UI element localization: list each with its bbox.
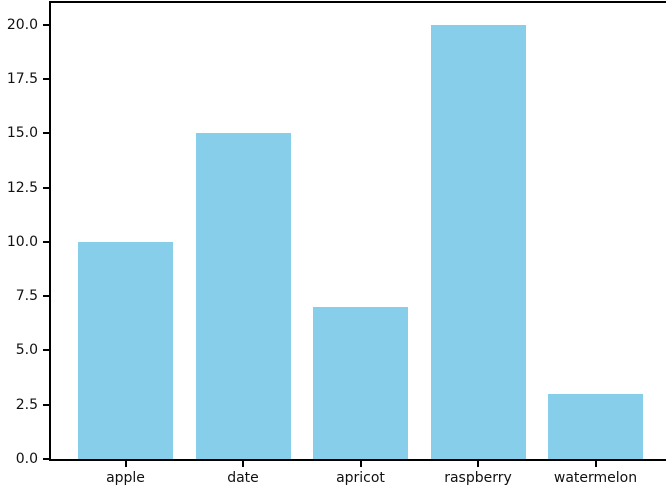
y-tick-mark bbox=[43, 78, 49, 80]
x-tick-label-apricot: apricot bbox=[336, 470, 385, 486]
y-tick-label: 10.0 bbox=[6, 233, 38, 250]
y-tick-mark bbox=[43, 23, 49, 26]
x-tick-label-raspberry: raspberry bbox=[444, 470, 512, 486]
bar-apple bbox=[78, 242, 173, 459]
bar-date bbox=[195, 133, 291, 459]
y-tick-label: 2.5 bbox=[15, 396, 38, 413]
bar-watermelon bbox=[548, 394, 643, 459]
y-tick-label: 7.5 bbox=[15, 288, 38, 305]
x-tick-mark bbox=[242, 461, 244, 467]
y-tick-mark bbox=[43, 240, 49, 243]
y-tick-mark bbox=[43, 403, 49, 406]
x-tick-label-watermelon: watermelon bbox=[553, 470, 638, 486]
x-tick-mark bbox=[124, 461, 127, 467]
y-tick-mark bbox=[43, 295, 49, 298]
x-tick-mark bbox=[359, 461, 362, 467]
y-tick-mark bbox=[43, 186, 49, 189]
y-tick-label: 20.0 bbox=[6, 16, 38, 33]
bar-apricot bbox=[313, 307, 408, 459]
y-tick-mark bbox=[43, 349, 49, 352]
y-tick-label: 0.0 bbox=[15, 451, 38, 467]
y-tick-label: 12.5 bbox=[6, 179, 38, 196]
x-tick-label-date: date bbox=[227, 470, 259, 486]
y-tick-mark bbox=[43, 458, 49, 460]
y-tick-label: 15.0 bbox=[6, 125, 38, 142]
y-tick-label: 5.0 bbox=[15, 342, 38, 359]
x-tick-label-apple: apple bbox=[106, 470, 145, 486]
bar-raspberry bbox=[430, 25, 526, 459]
x-tick-mark bbox=[594, 461, 597, 467]
y-tick-mark bbox=[43, 132, 49, 135]
y-tick-label: 17.5 bbox=[6, 71, 38, 87]
plot-area bbox=[49, 1, 666, 461]
x-tick-mark bbox=[477, 461, 479, 467]
